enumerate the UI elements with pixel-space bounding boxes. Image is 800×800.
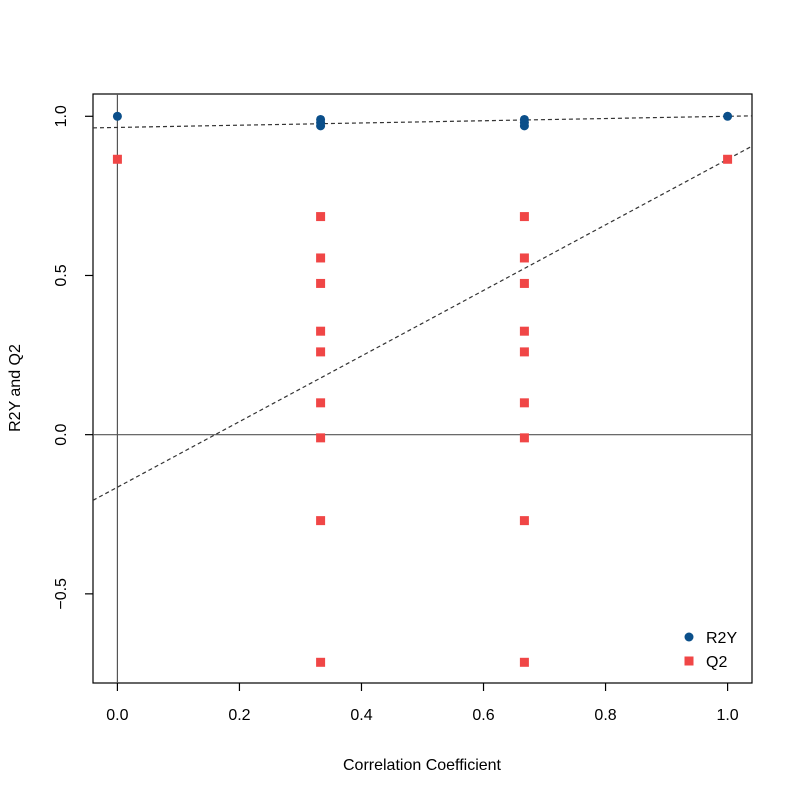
legend-q2-marker — [684, 656, 694, 666]
legend-r2y-label: R2Y — [706, 630, 737, 647]
q2-point — [519, 278, 529, 288]
data-points — [112, 111, 733, 667]
q2-point — [723, 154, 733, 164]
q2-point — [316, 253, 326, 263]
x-tick-label: 0.8 — [594, 707, 616, 724]
q2-point — [316, 212, 326, 222]
q2-point — [316, 347, 326, 357]
axis-ticks: 0.0 0.2 0.4 0.6 0.8 1.0 −0.5 0.0 0.5 1.0 — [53, 105, 739, 724]
legend-q2-label: Q2 — [706, 654, 727, 671]
q2-point — [519, 657, 529, 667]
q2-point — [316, 326, 326, 336]
x-axis-title: Correlation Coefficient — [343, 757, 502, 774]
reference-lines — [93, 94, 752, 683]
q2-trend-line — [92, 145, 753, 501]
q2-point — [316, 516, 326, 526]
y-tick-label: −0.5 — [53, 578, 70, 610]
y-axis-title: R2Y and Q2 — [7, 344, 24, 432]
x-tick-label: 0.4 — [350, 707, 372, 724]
r2y-point — [316, 121, 326, 131]
q2-point — [519, 398, 529, 408]
q2-point — [519, 253, 529, 263]
q2-point — [519, 326, 529, 336]
x-tick-label: 0.2 — [228, 707, 250, 724]
q2-point — [519, 212, 529, 222]
y-tick-label: 0.5 — [53, 264, 70, 286]
x-tick-label: 1.0 — [716, 707, 738, 724]
legend-r2y-marker — [684, 632, 694, 642]
x-tick-label: 0.6 — [472, 707, 494, 724]
q2-point — [316, 398, 326, 408]
x-tick-label: 0.0 — [106, 707, 128, 724]
r2y-trend-line — [92, 115, 753, 129]
q2-point — [519, 516, 529, 526]
r2y-point — [519, 121, 529, 131]
q2-point — [316, 278, 326, 288]
q2-point — [316, 433, 326, 443]
q2-point — [519, 347, 529, 357]
q2-point — [316, 657, 326, 667]
r2y-point — [723, 111, 733, 121]
y-tick-label: 0.0 — [53, 423, 70, 445]
q2-point — [112, 154, 122, 164]
trend-lines — [92, 115, 753, 501]
y-tick-label: 1.0 — [53, 105, 70, 127]
q2-point — [519, 433, 529, 443]
plot-box — [92, 93, 753, 684]
r2y-point — [112, 111, 122, 121]
